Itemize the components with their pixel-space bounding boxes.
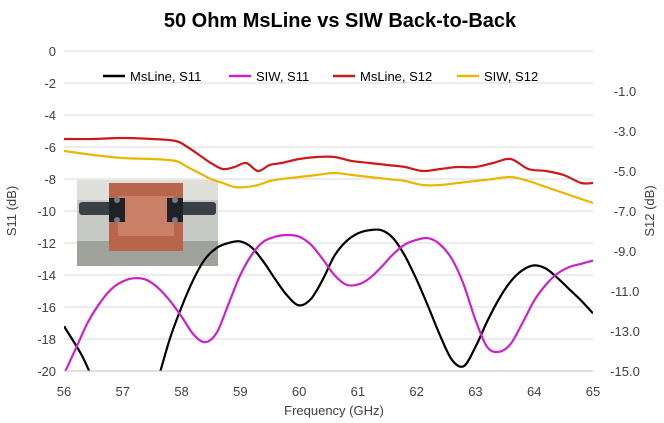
y-right-tick-label: -13.0 (610, 324, 640, 339)
y-left-tick-label: -18 (37, 332, 56, 347)
series-layer (64, 136, 593, 371)
y-right-tick-label: -9.0 (614, 244, 636, 259)
y-left-tick-label: 0 (49, 44, 56, 59)
y-right-tick-label: -3.0 (614, 124, 636, 139)
x-tick-label: 65 (586, 384, 600, 399)
y-left-tick-label: -2 (44, 76, 56, 91)
board-photo-inset (77, 180, 218, 266)
screw-icon (172, 197, 178, 203)
x-tick-label: 63 (468, 384, 482, 399)
series-line-msline-s11 (64, 228, 593, 371)
x-tick-label: 61 (351, 384, 365, 399)
y-right-tick-label: -7.0 (614, 204, 636, 219)
y-left-tick-label: -8 (44, 172, 56, 187)
y-right-tick-label: -11.0 (611, 284, 640, 299)
legend-label: SIW, S12 (484, 69, 538, 84)
y-right-tick-label: -15.0 (610, 364, 640, 379)
y-right-tick-label: -5.0 (614, 164, 636, 179)
x-tick-labels: 56 57 58 59 60 61 62 63 64 65 (57, 384, 600, 399)
series-line-msline-s12 (64, 136, 593, 185)
y-left-axis-label: S11 (dB) (4, 186, 19, 236)
screw-icon (114, 217, 120, 223)
x-tick-label: 62 (409, 384, 423, 399)
x-tick-label: 56 (57, 384, 71, 399)
x-axis-label: Frequency (GHz) (284, 403, 384, 418)
y-left-tick-label: -12 (37, 236, 56, 251)
gridlines (64, 50, 593, 340)
right-connector-cable (178, 202, 216, 215)
screw-icon (114, 197, 120, 203)
y-right-axis-label: S12 (dB) (642, 185, 657, 236)
x-tick-label: 59 (233, 384, 247, 399)
y-left-tick-label: -20 (37, 364, 56, 379)
x-tick-label: 57 (116, 384, 130, 399)
y-left-tick-label: -4 (44, 108, 56, 123)
x-tick-label: 58 (174, 384, 188, 399)
x-tick-label: 60 (292, 384, 306, 399)
y-left-tick-label: -10 (37, 204, 56, 219)
y-left-tick-labels: 0 -2 -4 -6 -8 -10 -12 -14 -16 -18 -20 (37, 44, 56, 379)
screw-icon (172, 217, 178, 223)
series-line-siw-s12 (64, 149, 593, 205)
series-line-siw-s11 (64, 233, 593, 371)
y-right-tick-label: -1.0 (614, 84, 636, 99)
pcb-center-trace (118, 196, 174, 236)
y-left-tick-label: -16 (37, 300, 56, 315)
legend-label: MsLine, S12 (360, 69, 432, 84)
legend-label: MsLine, S11 (130, 69, 201, 84)
y-right-tick-labels: -1.0 -3.0 -5.0 -7.0 -9.0 -11.0 -13.0 -15.0 (610, 84, 640, 379)
right-connector-clamp (167, 198, 183, 222)
y-left-tick-label: -14 (37, 268, 56, 283)
legend: MsLine, S11 SIW, S11 MsLine, S12 SIW, S12 (103, 69, 538, 84)
x-tick-label: 64 (527, 384, 541, 399)
left-connector-clamp (109, 198, 125, 222)
legend-label: SIW, S11 (256, 69, 309, 84)
y-left-tick-label: -6 (44, 140, 56, 155)
chart-title: 50 Ohm MsLine vs SIW Back-to-Back (164, 10, 517, 32)
